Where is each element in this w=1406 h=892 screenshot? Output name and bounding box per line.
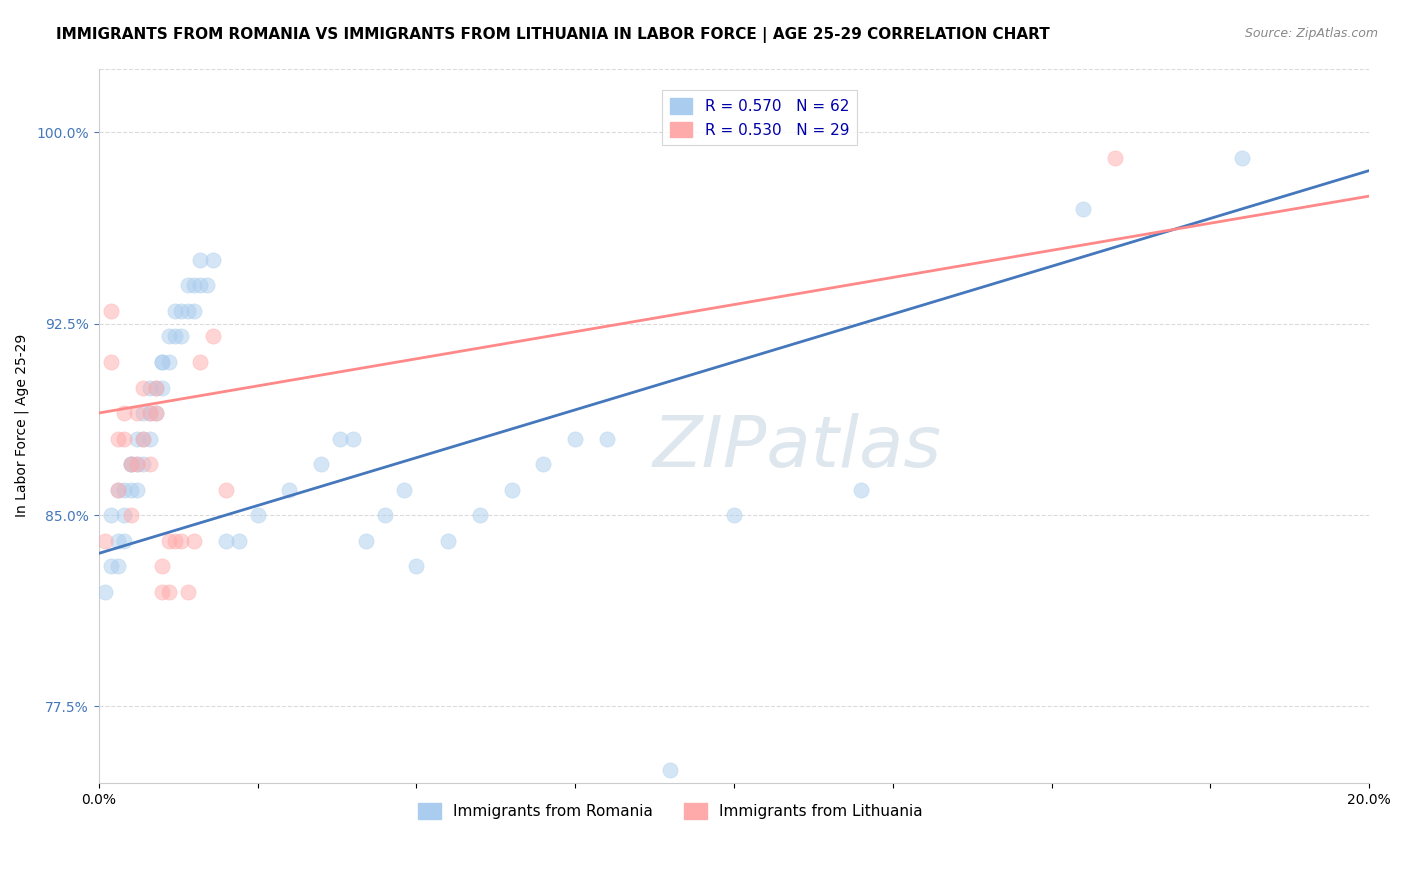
Point <box>150 559 173 574</box>
Point <box>138 406 160 420</box>
Point <box>177 304 200 318</box>
Point <box>112 508 135 522</box>
Point <box>354 533 377 548</box>
Point <box>392 483 415 497</box>
Point <box>112 483 135 497</box>
Point <box>170 329 193 343</box>
Point <box>190 252 212 267</box>
Point <box>183 533 205 548</box>
Point <box>157 584 180 599</box>
Point <box>468 508 491 522</box>
Point <box>94 533 117 548</box>
Point <box>138 380 160 394</box>
Point <box>112 533 135 548</box>
Point <box>107 533 129 548</box>
Point <box>163 533 186 548</box>
Point <box>100 355 122 369</box>
Point <box>107 432 129 446</box>
Point <box>138 406 160 420</box>
Point <box>501 483 523 497</box>
Point <box>170 304 193 318</box>
Point <box>157 355 180 369</box>
Point <box>150 355 173 369</box>
Point <box>202 252 225 267</box>
Point <box>107 483 129 497</box>
Point <box>177 278 200 293</box>
Point <box>163 329 186 343</box>
Point <box>437 533 460 548</box>
Point <box>564 432 586 446</box>
Point <box>145 406 167 420</box>
Point <box>145 380 167 394</box>
Point <box>132 432 155 446</box>
Point <box>190 355 212 369</box>
Point <box>1104 151 1126 165</box>
Point <box>150 584 173 599</box>
Point <box>177 584 200 599</box>
Point <box>596 432 619 446</box>
Point <box>659 764 682 778</box>
Point <box>120 457 142 471</box>
Point <box>190 278 212 293</box>
Point <box>278 483 301 497</box>
Point <box>157 329 180 343</box>
Point <box>94 584 117 599</box>
Point <box>228 533 250 548</box>
Point <box>183 304 205 318</box>
Point <box>100 508 122 522</box>
Point <box>374 508 396 522</box>
Point <box>1071 202 1094 216</box>
Point <box>150 355 173 369</box>
Point <box>309 457 332 471</box>
Point <box>132 457 155 471</box>
Point <box>195 278 218 293</box>
Point <box>342 432 364 446</box>
Text: Source: ZipAtlas.com: Source: ZipAtlas.com <box>1244 27 1378 40</box>
Point <box>125 406 148 420</box>
Point <box>405 559 427 574</box>
Point <box>120 483 142 497</box>
Point <box>112 432 135 446</box>
Point <box>112 406 135 420</box>
Y-axis label: In Labor Force | Age 25-29: In Labor Force | Age 25-29 <box>15 334 30 517</box>
Point <box>138 432 160 446</box>
Point <box>1230 151 1253 165</box>
Point <box>246 508 269 522</box>
Point <box>170 533 193 548</box>
Point <box>120 457 142 471</box>
Point <box>100 304 122 318</box>
Legend: Immigrants from Romania, Immigrants from Lithuania: Immigrants from Romania, Immigrants from… <box>412 797 929 825</box>
Point <box>157 533 180 548</box>
Point <box>125 483 148 497</box>
Point <box>132 380 155 394</box>
Point <box>125 432 148 446</box>
Text: IMMIGRANTS FROM ROMANIA VS IMMIGRANTS FROM LITHUANIA IN LABOR FORCE | AGE 25-29 : IMMIGRANTS FROM ROMANIA VS IMMIGRANTS FR… <box>56 27 1050 43</box>
Point <box>107 483 129 497</box>
Point <box>723 508 745 522</box>
Point <box>531 457 554 471</box>
Point <box>107 559 129 574</box>
Point <box>125 457 148 471</box>
Point <box>145 406 167 420</box>
Point <box>132 432 155 446</box>
Point <box>215 533 238 548</box>
Point <box>215 483 238 497</box>
Point <box>132 406 155 420</box>
Point <box>125 457 148 471</box>
Point <box>202 329 225 343</box>
Point <box>145 380 167 394</box>
Point <box>183 278 205 293</box>
Point <box>849 483 872 497</box>
Point <box>163 304 186 318</box>
Point <box>120 457 142 471</box>
Point <box>138 457 160 471</box>
Point <box>100 559 122 574</box>
Text: ZIPatlas: ZIPatlas <box>652 413 942 482</box>
Point <box>120 508 142 522</box>
Point <box>150 380 173 394</box>
Point <box>329 432 352 446</box>
